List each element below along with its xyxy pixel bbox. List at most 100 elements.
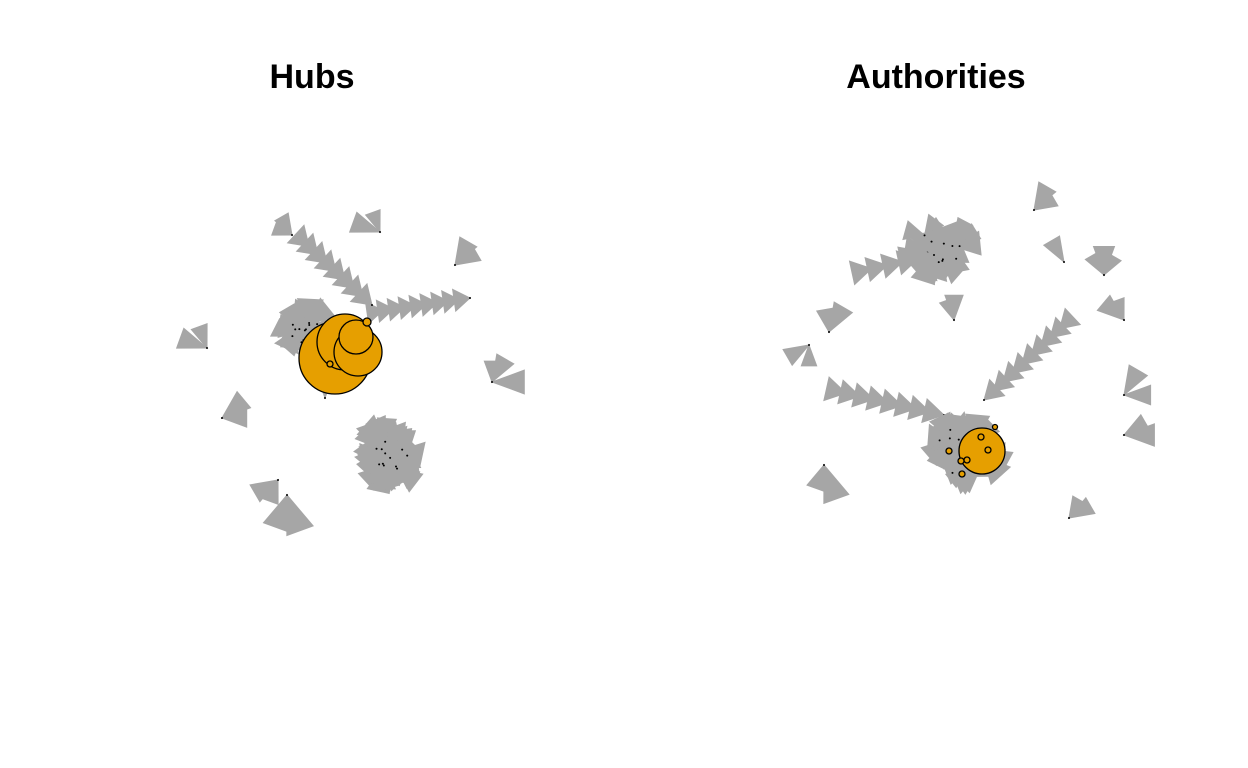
edge-arrow	[931, 412, 960, 441]
node-point	[406, 454, 409, 457]
node-point	[277, 479, 279, 481]
edge-arrow	[1058, 307, 1082, 330]
node	[958, 427, 1006, 475]
node-point	[298, 328, 301, 331]
edge-arrow	[823, 463, 850, 505]
node-point	[933, 254, 935, 256]
node-point	[953, 319, 955, 321]
node-point	[401, 448, 404, 451]
edge-arrow	[923, 213, 945, 237]
edge-arrow	[1049, 316, 1072, 339]
edge-arrow	[261, 478, 279, 506]
edge-arrow	[190, 322, 208, 350]
hubs-network	[175, 209, 525, 537]
edge-arrow	[331, 266, 355, 289]
node-point	[923, 234, 926, 237]
edge-arrow	[313, 249, 337, 273]
node-point	[316, 323, 319, 326]
edge-arrow	[952, 414, 972, 442]
node-point	[324, 397, 326, 399]
node-point	[937, 261, 940, 264]
node-point	[948, 437, 951, 440]
node-point	[942, 242, 945, 245]
node-point	[394, 465, 397, 468]
node-point	[957, 438, 960, 441]
node-point	[379, 231, 381, 233]
node-point	[384, 440, 387, 443]
node-point	[941, 259, 944, 262]
node	[957, 457, 965, 465]
authorities-panel: Authorities	[624, 0, 1248, 768]
edge-arrow	[453, 243, 482, 266]
edge-arrow	[286, 493, 314, 537]
node-point	[930, 240, 933, 243]
node-point	[828, 331, 830, 333]
edge-arrow	[349, 282, 373, 306]
edge-arrow	[782, 344, 811, 367]
edge-arrow	[800, 343, 818, 367]
edge-arrow	[375, 299, 395, 324]
node-point	[291, 234, 293, 236]
edge-arrow	[927, 423, 951, 450]
edge-arrow	[394, 453, 419, 474]
node	[362, 317, 372, 327]
edge-arrow	[951, 230, 982, 256]
node-point	[308, 322, 311, 325]
edge-arrow	[269, 317, 294, 337]
node-point	[291, 335, 294, 338]
edge-arrow	[880, 253, 904, 279]
node-point	[958, 245, 961, 248]
edge-arrow	[921, 397, 945, 424]
node-point	[949, 428, 952, 431]
edge-arrow	[220, 408, 248, 428]
node-point	[1033, 209, 1035, 211]
node	[991, 423, 999, 431]
edge-arrow	[430, 291, 450, 316]
edge-arrow	[1011, 351, 1034, 374]
edge-arrow	[1002, 360, 1025, 383]
node-point	[951, 244, 954, 247]
node-point	[1123, 434, 1125, 436]
node-point	[1123, 319, 1125, 321]
edge-arrow	[938, 297, 955, 322]
edge-arrow	[1032, 190, 1059, 211]
edge-arrow	[806, 463, 825, 493]
node	[977, 433, 985, 441]
edge-arrow	[1123, 364, 1149, 397]
edge-arrow	[322, 257, 346, 281]
edge-arrow	[354, 421, 383, 451]
edge-arrow	[490, 369, 525, 395]
node-point	[308, 323, 311, 326]
node-point	[375, 447, 378, 450]
edge-arrow	[371, 463, 395, 486]
edge-arrow	[1122, 413, 1151, 436]
edge-arrow	[1068, 495, 1087, 520]
edge-arrow	[1084, 250, 1105, 277]
edge-arrow	[483, 360, 501, 384]
hubs-title: Hubs	[269, 58, 355, 96]
node	[945, 447, 953, 455]
edge-arrow	[895, 250, 920, 276]
edge-arrow	[408, 294, 428, 319]
node-point	[951, 471, 954, 474]
edge-arrow	[1122, 384, 1152, 406]
edge-arrow	[175, 327, 209, 349]
edge-arrow	[340, 274, 364, 298]
edge-arrow	[1021, 343, 1044, 366]
node-point	[286, 494, 288, 496]
node	[984, 446, 992, 454]
edge-arrow	[419, 293, 439, 317]
node-point	[983, 399, 985, 401]
hubs-panel: Hubs	[175, 58, 525, 537]
node-point	[221, 417, 223, 419]
node	[338, 319, 374, 355]
edge-arrow	[262, 493, 288, 533]
node-point	[469, 297, 471, 299]
node-point	[1068, 517, 1070, 519]
node-point	[206, 347, 208, 349]
edge-arrow	[828, 301, 854, 334]
edge-arrow	[983, 378, 1006, 401]
edge-arrow	[296, 298, 324, 325]
node-point	[381, 462, 384, 465]
edge-arrow	[1039, 325, 1063, 348]
